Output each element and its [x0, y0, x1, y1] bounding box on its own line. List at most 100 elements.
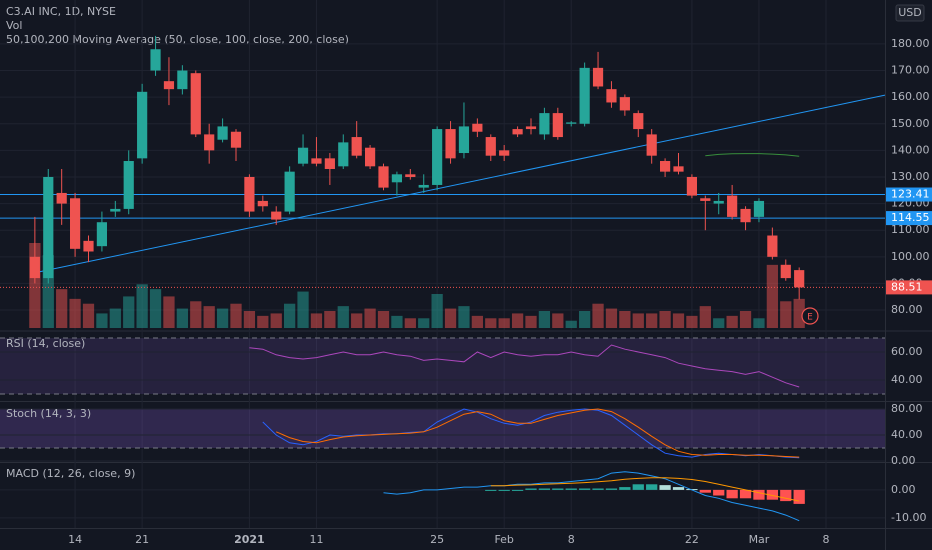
candle-body — [753, 200, 765, 217]
candle-body — [378, 166, 389, 188]
candle-body — [338, 142, 349, 167]
candle-body — [271, 211, 282, 220]
volume-bar — [337, 306, 349, 328]
candle-body — [244, 176, 255, 212]
volume-bar — [176, 308, 188, 328]
volume-bar — [216, 308, 229, 328]
legend-ma: 50,100,200 Moving Average (50, close, 10… — [6, 33, 349, 46]
volume-bar — [538, 311, 551, 328]
volume-bar — [284, 303, 296, 328]
volume-bar — [96, 313, 108, 328]
x-tick-label: 2021 — [234, 533, 265, 546]
candle-body — [405, 174, 416, 177]
x-tick-label: 14 — [68, 533, 82, 546]
volume-bar — [753, 318, 765, 328]
volume-bar — [257, 315, 269, 328]
candle-body — [445, 129, 456, 159]
pane-title: MACD (12, 26, close, 9) — [6, 467, 135, 480]
candle-body — [499, 150, 510, 156]
volume-bar — [565, 320, 577, 328]
price-label: 114.55 — [891, 211, 930, 224]
band-fill — [0, 408, 885, 449]
volume-bar — [56, 289, 68, 328]
candle-body — [713, 200, 724, 204]
candle-body — [297, 147, 309, 164]
x-tick-label: 21 — [135, 533, 149, 546]
legend-volume: Vol — [6, 19, 22, 32]
candle-body — [56, 192, 67, 204]
histogram-bar — [565, 488, 577, 490]
volume-bar — [793, 298, 805, 328]
currency[interactable]: USD — [898, 6, 922, 19]
y-tick-label: 140.00 — [891, 143, 930, 156]
histogram-bar — [780, 489, 792, 502]
x-tick-label: Mar — [749, 533, 770, 546]
candle-body — [150, 49, 161, 71]
volume-bar — [780, 301, 792, 328]
volume-bar — [498, 318, 510, 328]
earnings-marker-label[interactable]: E — [807, 313, 813, 323]
last-price-label: 88.51 — [891, 280, 923, 293]
candle-body — [700, 198, 711, 201]
volume-bar — [230, 303, 242, 328]
histogram-bar — [646, 484, 658, 490]
volume-bar — [739, 311, 752, 328]
candle-body — [794, 270, 805, 288]
y-tick-label: 80.00 — [891, 303, 923, 316]
volume-bar — [297, 291, 309, 328]
candle-body — [619, 97, 630, 111]
candle-body — [673, 166, 684, 172]
volume-bar — [418, 318, 430, 328]
volume-bar — [391, 315, 403, 328]
candle-body — [391, 174, 403, 183]
volume-bar — [243, 311, 256, 328]
volume-bar — [149, 289, 162, 328]
volume-bar — [377, 311, 390, 328]
histogram-bar — [672, 487, 685, 490]
volume-bar — [270, 313, 282, 328]
histogram-bar — [632, 484, 644, 490]
volume-bar — [686, 315, 698, 328]
candle-body — [579, 67, 590, 124]
price-label-box — [886, 211, 932, 226]
volume-bar — [163, 296, 175, 328]
histogram-bar — [511, 489, 524, 491]
volume-bar — [69, 298, 81, 328]
candle-body — [525, 126, 537, 130]
y-tick-label: 40.00 — [891, 428, 923, 441]
trendline — [34, 94, 886, 274]
volume-bar — [659, 311, 671, 328]
y-tick-label: 160.00 — [891, 90, 930, 103]
earnings-marker[interactable] — [801, 307, 819, 325]
candle-body — [284, 171, 295, 212]
candle-body — [110, 208, 121, 212]
currency-box[interactable] — [895, 4, 925, 22]
candle-body — [633, 113, 644, 130]
volume-bar — [310, 313, 323, 328]
candle-body — [204, 134, 215, 151]
histogram-bar — [619, 487, 631, 490]
histogram-bar — [659, 485, 671, 490]
candle-body — [458, 126, 470, 154]
y-tick-label: 150.00 — [891, 117, 930, 130]
indicator-line — [276, 408, 800, 458]
candle-body — [472, 123, 483, 132]
chart-title: C3.AI INC, 1D, NYSE — [6, 5, 116, 18]
candle-body — [727, 195, 738, 217]
volume-bar — [552, 313, 564, 328]
histogram-bar — [525, 488, 537, 490]
indicator-line — [262, 408, 800, 459]
volume-bar — [726, 315, 738, 328]
histogram-bar — [726, 489, 738, 499]
indicator-line — [249, 344, 800, 388]
pane-title: RSI (14, close) — [6, 337, 85, 350]
volume-bar — [203, 306, 215, 328]
candle-body — [351, 137, 362, 156]
candle-body — [592, 67, 604, 87]
volume-bar — [190, 301, 202, 328]
candle-body — [177, 70, 188, 90]
candle-body — [137, 91, 148, 159]
histogram-bar — [592, 488, 604, 490]
candle-body — [740, 208, 751, 223]
